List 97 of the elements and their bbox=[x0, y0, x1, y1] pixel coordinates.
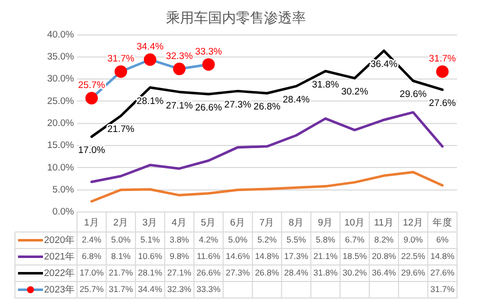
text: 26.6% bbox=[195, 102, 222, 114]
data-label: 29.6% bbox=[401, 268, 426, 278]
text: 29.6% bbox=[400, 89, 427, 100]
y-tick-label: 30.0% bbox=[47, 74, 75, 85]
data-label: 22.5% bbox=[401, 251, 426, 262]
text: 33.3% bbox=[195, 46, 222, 58]
text: 27.1% bbox=[166, 100, 193, 112]
data-label: 6.8% bbox=[82, 251, 102, 262]
text: 26.8% bbox=[254, 102, 280, 113]
data-label: 28.1% bbox=[138, 268, 163, 278]
x-tick-label: 9月 bbox=[318, 217, 334, 228]
data-label: 31.7% bbox=[108, 284, 134, 294]
data-label: 4.2% bbox=[198, 234, 219, 245]
legend-label: 2023年 bbox=[44, 283, 76, 296]
data-label: 26.6% bbox=[196, 268, 222, 278]
y-tick-label: 5.0% bbox=[52, 184, 75, 196]
legend-label: 2021年 bbox=[44, 250, 76, 262]
data-label: 8.2% bbox=[374, 234, 394, 245]
data-label: 5.0% bbox=[111, 234, 131, 245]
data-label: 32.3% bbox=[167, 284, 192, 294]
x-tick-label: 2月 bbox=[113, 217, 128, 228]
text: 27.3% bbox=[224, 99, 252, 110]
data-label: 11.6% bbox=[196, 251, 221, 262]
data-label: 27.1% bbox=[167, 268, 192, 278]
x-tick-label: 年度 bbox=[432, 216, 452, 228]
data-label: 5.8% bbox=[316, 234, 336, 245]
data-label: 9.8% bbox=[170, 251, 190, 262]
text: 34.4% bbox=[136, 41, 164, 52]
text: 31.7% bbox=[428, 53, 456, 64]
data-label: 36.4% bbox=[372, 268, 396, 278]
point bbox=[144, 53, 156, 66]
data-label: 5.5% bbox=[286, 234, 306, 245]
text: 31.8% bbox=[312, 80, 339, 90]
x-tick-label: 4月 bbox=[172, 217, 187, 228]
y-tick-label: 10.0% bbox=[47, 162, 75, 174]
x-tick-label: 1月 bbox=[84, 217, 100, 228]
chart-title: 乘用车国内零售渗透率 bbox=[166, 9, 306, 26]
data-label: 17.3% bbox=[284, 251, 309, 262]
point bbox=[114, 65, 128, 78]
data-label: 18.5% bbox=[342, 251, 368, 262]
text: 36.4% bbox=[370, 59, 398, 70]
x-tick-label: 11月 bbox=[374, 217, 394, 228]
x-tick-label: 8月 bbox=[288, 217, 304, 228]
x-tick-label: 5月 bbox=[200, 217, 216, 228]
data-label: 34.4% bbox=[138, 284, 163, 294]
data-label: 3.8% bbox=[170, 234, 190, 245]
x-tick-label: 12月 bbox=[402, 217, 424, 228]
data-label: 2.4% bbox=[82, 234, 102, 245]
data-label: 9.0% bbox=[403, 234, 424, 245]
y-tick-label: 0.0% bbox=[52, 206, 75, 218]
data-label: 20.8% bbox=[372, 251, 396, 262]
data-label: 6% bbox=[436, 234, 449, 245]
data-label: 21.7% bbox=[108, 268, 134, 278]
data-label: 31.7% bbox=[430, 284, 455, 294]
data-label: 10.6% bbox=[138, 251, 163, 262]
text: 28.1% bbox=[136, 96, 164, 107]
data-label: 8.1% bbox=[111, 251, 131, 262]
data-label: 27.6% bbox=[430, 268, 455, 278]
data-label: 14.8% bbox=[430, 251, 455, 262]
data-label: 21.1% bbox=[313, 251, 338, 262]
data-label: 5.2% bbox=[257, 234, 278, 245]
data-label: 14.6% bbox=[226, 251, 250, 262]
y-tick-label: 25.0% bbox=[47, 96, 75, 107]
data-label: 14.8% bbox=[254, 251, 280, 262]
x-tick-label: 3月 bbox=[142, 217, 158, 228]
data-label: 28.4% bbox=[284, 268, 309, 278]
text: 28.4% bbox=[282, 94, 310, 106]
text: 17.0% bbox=[78, 145, 106, 156]
text: 21.7% bbox=[107, 124, 134, 136]
data-label: 30.2% bbox=[342, 268, 368, 278]
data-label: 25.7% bbox=[80, 284, 104, 294]
legend-label: 2020年 bbox=[44, 234, 76, 246]
text: 32.3% bbox=[166, 50, 193, 62]
x-tick-label: 6月 bbox=[230, 217, 246, 228]
data-label: 5.0% bbox=[228, 234, 248, 245]
data-label: 6.7% bbox=[345, 234, 365, 245]
point bbox=[202, 58, 215, 71]
legend-label: 2022年 bbox=[44, 266, 76, 279]
data-label: 31.8% bbox=[313, 268, 338, 278]
y-tick-label: 20.0% bbox=[47, 118, 75, 130]
data-label: 17.0% bbox=[80, 268, 104, 278]
text: 27.6% bbox=[428, 98, 456, 110]
text: 30.2% bbox=[341, 86, 368, 98]
x-tick-label: 7月 bbox=[259, 217, 275, 228]
text: 31.7% bbox=[107, 53, 134, 64]
data-label: 33.3% bbox=[196, 284, 222, 294]
y-tick-label: 35.0% bbox=[47, 52, 75, 63]
data-label: 26.8% bbox=[254, 268, 280, 278]
point bbox=[85, 92, 98, 104]
x-tick-label: 10月 bbox=[344, 217, 365, 228]
y-tick-label: 40.0% bbox=[47, 29, 75, 40]
point bbox=[436, 65, 449, 78]
text: 25.7% bbox=[78, 80, 106, 92]
data-label: 27.3% bbox=[226, 268, 250, 278]
point bbox=[173, 62, 186, 76]
y-tick-label: 15.0% bbox=[47, 140, 75, 152]
data-label: 5.1% bbox=[140, 234, 160, 245]
